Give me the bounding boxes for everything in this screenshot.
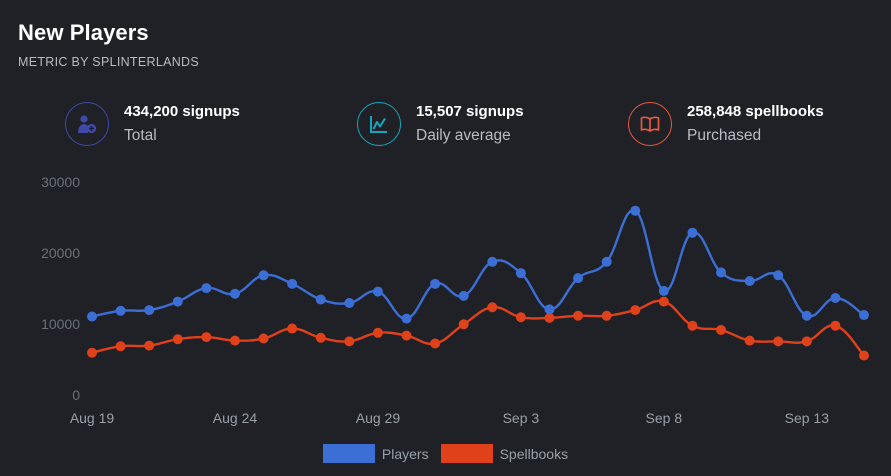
data-point-spellbooks xyxy=(515,312,526,323)
data-point-players xyxy=(515,268,526,279)
legend-item-spellbooks[interactable]: Spellbooks xyxy=(440,444,569,463)
legend-swatch-spellbooks xyxy=(440,444,493,463)
legend-label-spellbooks: Spellbooks xyxy=(499,445,569,462)
series-layer xyxy=(87,205,869,361)
stat-books-label: Purchased xyxy=(687,127,762,144)
stat-books-value: 258,848 spellbooks xyxy=(687,103,824,120)
data-point-spellbooks xyxy=(458,319,469,330)
data-point-players xyxy=(201,283,212,294)
data-point-players xyxy=(859,310,869,321)
data-point-spellbooks xyxy=(801,336,812,347)
line-chart-icon xyxy=(370,116,387,133)
data-point-spellbooks xyxy=(87,347,97,358)
stat-spellbooks-purchased: 258,848 spellbooks Purchased xyxy=(628,100,824,148)
data-point-players xyxy=(801,310,812,321)
data-point-spellbooks xyxy=(344,336,355,347)
x-tick-label: Aug 24 xyxy=(213,410,258,426)
data-point-players xyxy=(573,273,584,284)
data-point-spellbooks xyxy=(716,324,727,335)
stat-daily-ring xyxy=(357,102,401,146)
data-point-spellbooks xyxy=(144,340,155,351)
chart-legend: Players Spellbooks xyxy=(0,444,891,463)
data-point-spellbooks xyxy=(115,341,126,352)
data-point-players xyxy=(744,275,755,286)
data-point-players xyxy=(229,288,240,299)
x-tick-label: Aug 19 xyxy=(70,410,115,426)
y-tick-label: 10000 xyxy=(41,316,80,332)
data-point-players xyxy=(601,256,612,267)
data-point-spellbooks xyxy=(601,310,612,321)
data-point-spellbooks xyxy=(401,330,412,341)
stat-daily-value: 15,507 signups xyxy=(416,103,524,120)
data-point-spellbooks xyxy=(372,327,383,338)
data-point-spellbooks xyxy=(487,302,498,313)
data-point-players xyxy=(315,294,326,305)
stat-total-signups: 434,200 signups Total xyxy=(65,100,240,148)
data-point-spellbooks xyxy=(859,350,869,361)
y-tick-label: 30000 xyxy=(41,174,80,190)
data-point-players xyxy=(830,293,841,304)
data-point-spellbooks xyxy=(573,310,584,321)
data-point-spellbooks xyxy=(544,312,555,323)
data-point-players xyxy=(687,227,698,238)
data-point-players xyxy=(773,270,784,281)
data-point-spellbooks xyxy=(687,320,698,331)
data-point-spellbooks xyxy=(744,335,755,346)
legend-label-players: Players xyxy=(381,445,429,462)
stat-total-value: 434,200 signups xyxy=(124,103,240,120)
line-chart: 0 10000 20000 30000 Aug 19 Aug 24 Aug 29 Sep 3… xyxy=(41,174,869,426)
legend-swatch-players xyxy=(322,444,375,463)
data-point-spellbooks xyxy=(658,296,669,307)
stat-books-ring xyxy=(628,102,672,146)
data-point-players xyxy=(287,278,298,289)
data-point-players xyxy=(258,270,269,281)
data-point-spellbooks xyxy=(287,323,298,334)
data-point-spellbooks xyxy=(258,333,269,344)
y-tick-label: 0 xyxy=(72,387,80,403)
stat-daily-average: 15,507 signups Daily average xyxy=(357,100,524,148)
data-point-players xyxy=(115,305,126,316)
data-point-spellbooks xyxy=(201,332,212,343)
x-tick-label: Sep 13 xyxy=(785,410,830,426)
chart-subtitle: METRIC BY SPLINTERLANDS xyxy=(18,55,200,69)
data-point-players xyxy=(372,286,383,297)
series-line-spellbooks xyxy=(91,299,865,357)
data-point-players xyxy=(430,278,441,289)
y-axis: 0 10000 20000 30000 xyxy=(41,174,80,403)
stat-total-ring xyxy=(65,102,109,146)
data-point-spellbooks xyxy=(172,334,183,345)
data-point-players xyxy=(344,297,355,308)
data-point-players xyxy=(487,256,498,267)
open-book-icon xyxy=(640,116,660,132)
data-point-spellbooks xyxy=(773,336,784,347)
data-point-players xyxy=(658,285,669,296)
data-point-players xyxy=(401,313,412,324)
data-point-players xyxy=(172,296,183,307)
data-point-players xyxy=(716,267,727,278)
data-point-spellbooks xyxy=(430,338,441,349)
x-tick-label: Sep 3 xyxy=(503,410,540,426)
data-point-spellbooks xyxy=(229,335,240,346)
x-axis: Aug 19 Aug 24 Aug 29 Sep 3 Sep 8 Sep 13 xyxy=(70,410,829,426)
data-point-players xyxy=(144,305,155,316)
data-point-players xyxy=(458,290,469,301)
x-tick-label: Sep 8 xyxy=(646,410,683,426)
series-line-players xyxy=(91,209,865,320)
stat-daily-label: Daily average xyxy=(416,127,511,144)
data-point-players xyxy=(630,205,641,216)
data-point-spellbooks xyxy=(830,320,841,331)
data-point-players xyxy=(87,311,97,322)
y-tick-label: 20000 xyxy=(41,245,80,261)
data-point-spellbooks xyxy=(315,332,326,343)
x-tick-label: Aug 29 xyxy=(356,410,401,426)
data-point-spellbooks xyxy=(630,305,641,316)
user-add-icon xyxy=(78,115,97,134)
data-point-players xyxy=(544,304,555,315)
stat-total-label: Total xyxy=(124,127,157,144)
chart-title: New Players xyxy=(18,20,149,45)
legend-item-players[interactable]: Players xyxy=(322,444,429,463)
